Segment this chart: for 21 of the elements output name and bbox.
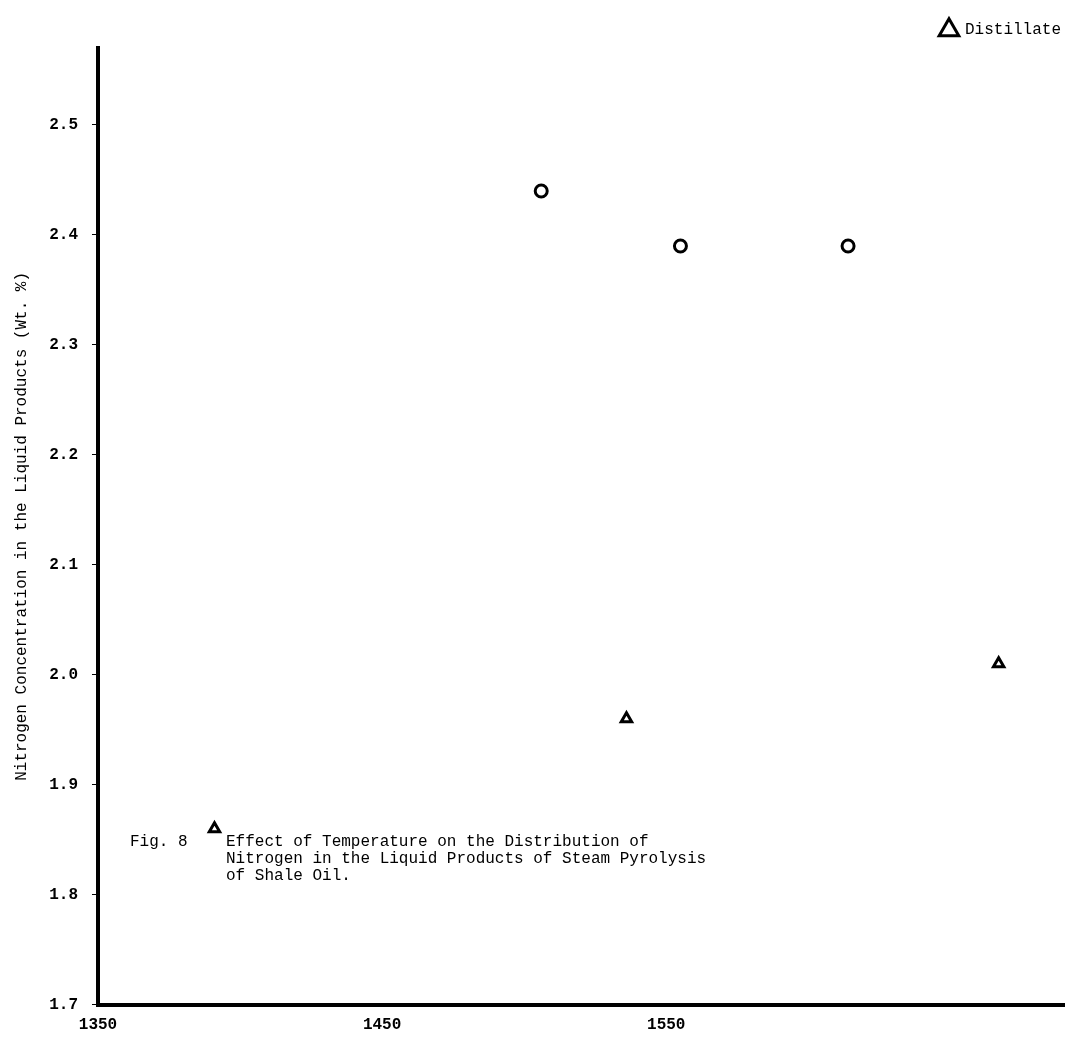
- point: [533, 183, 549, 199]
- point: [672, 238, 688, 254]
- point: [207, 821, 222, 834]
- y-tick-label: 2.0: [49, 665, 78, 684]
- point: [619, 711, 634, 724]
- x-tick-label: 1450: [362, 1016, 402, 1035]
- y-tick-label: 2.4: [49, 225, 79, 244]
- annotation: Fig. 8 Effect of Temperature on the Distribution of Nitrogen in the Liquid Products of Steam Pyrolysis of Shale Oil.: [130, 833, 707, 886]
- y-tick-label: 2.3: [49, 335, 78, 354]
- y-axis-title: Nitrogen Concentration in the Liquid Products (Wt. %): [12, 271, 31, 781]
- point: [991, 656, 1006, 669]
- x-tick-label: 1350: [78, 1016, 118, 1035]
- x-tick-label: 1550: [647, 1016, 686, 1035]
- y-tick-label: 2.2: [49, 445, 78, 464]
- y-tick-label: 1.9: [49, 775, 78, 794]
- point: [840, 238, 856, 254]
- y-tick-label: 2.1: [49, 555, 78, 574]
- y-tick-label: 1.8: [49, 885, 78, 904]
- legend-label: Distillate: [964, 21, 1061, 40]
- y-tick-label: 2.5: [49, 116, 78, 135]
- y-tick-label: 1.7: [49, 995, 78, 1014]
